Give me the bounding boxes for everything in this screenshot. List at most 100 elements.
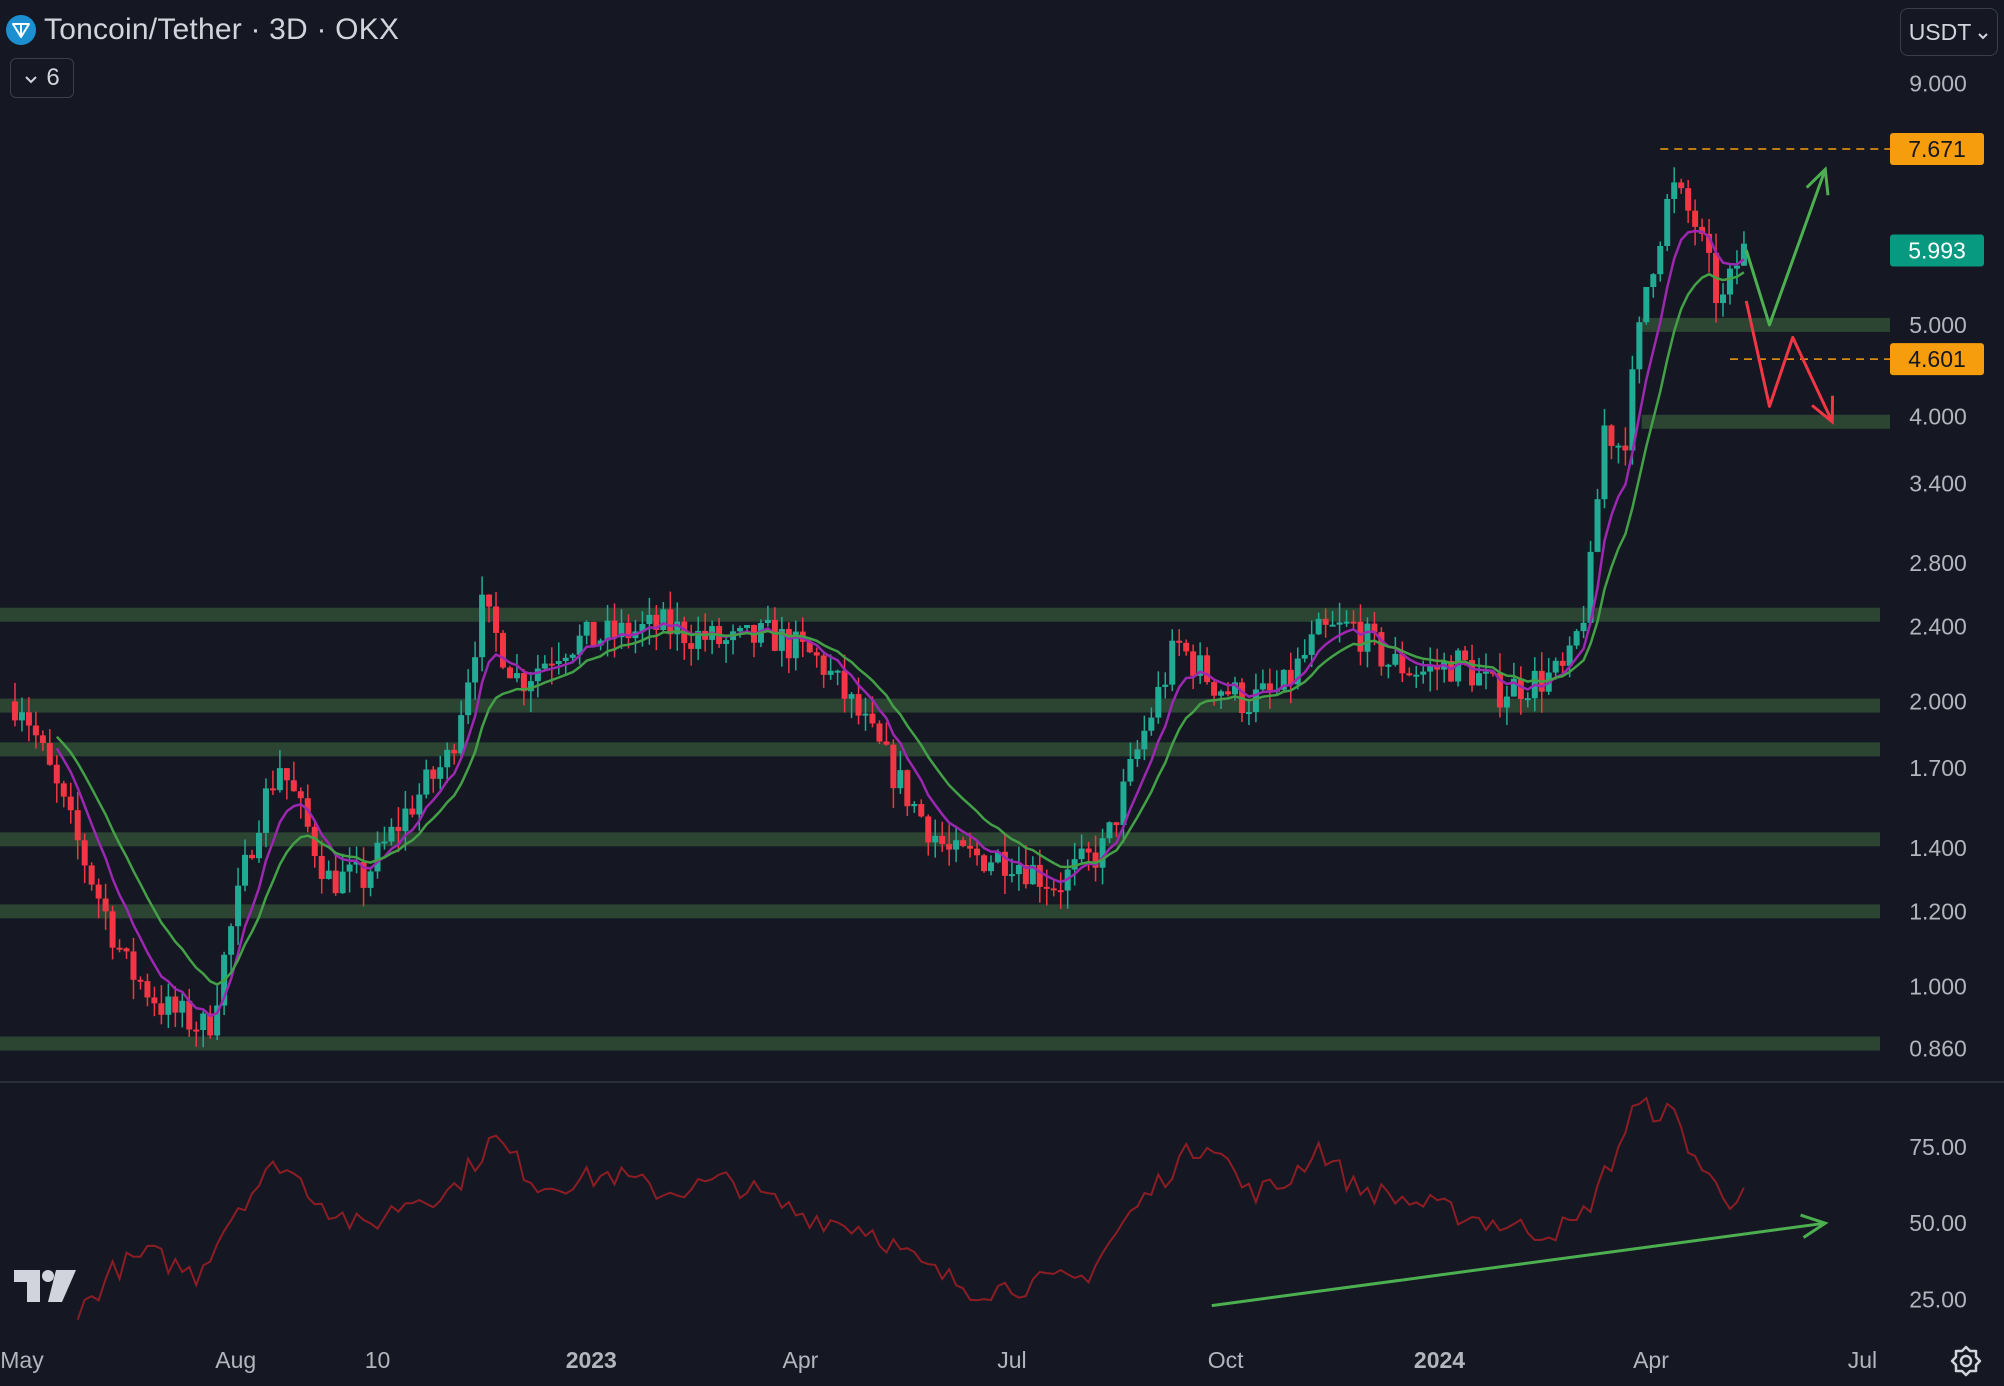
candle-body xyxy=(562,657,569,662)
candle-body xyxy=(743,625,750,628)
candle-body xyxy=(116,947,123,950)
candle-body xyxy=(611,620,618,638)
candle-body xyxy=(646,614,653,625)
candle-body xyxy=(1190,651,1197,676)
candle-body xyxy=(1392,653,1399,665)
candle-body xyxy=(1399,653,1406,674)
candle-body xyxy=(520,673,527,692)
candle-body xyxy=(367,871,374,888)
candle-body xyxy=(53,764,60,784)
candle-body xyxy=(876,723,883,742)
scenario-arrows xyxy=(1744,166,1835,425)
candle-body xyxy=(897,770,904,789)
candle-body xyxy=(311,826,318,856)
candle-body xyxy=(764,619,771,624)
candle-body xyxy=(353,862,360,865)
candle-body xyxy=(262,788,269,833)
candle-body xyxy=(688,643,695,649)
candle-body xyxy=(960,840,967,846)
candle-body xyxy=(618,622,625,638)
candle-body xyxy=(144,981,151,998)
candle-body xyxy=(939,835,946,844)
candle-body xyxy=(953,840,960,850)
candle-body xyxy=(1259,683,1266,690)
price-tick-label: 2.400 xyxy=(1909,614,1967,640)
price-tick-label: 4.000 xyxy=(1909,404,1967,430)
symbol-title[interactable]: Toncoin/Tether · 3D · OKX xyxy=(44,13,400,46)
support-zone xyxy=(0,904,1880,919)
chevron-down-icon xyxy=(24,64,38,92)
candle-body xyxy=(499,632,506,668)
gear-icon[interactable] xyxy=(1948,1343,1984,1384)
candle-body xyxy=(1427,665,1434,672)
candle-body xyxy=(346,864,353,872)
candle-body xyxy=(235,885,242,927)
price-tick-label: 3.400 xyxy=(1909,470,1967,496)
candle-body xyxy=(597,640,604,646)
candle-body xyxy=(1601,425,1608,500)
candle-body xyxy=(137,979,144,982)
candle-body xyxy=(625,622,632,639)
candle-body xyxy=(1469,660,1476,686)
candle-body xyxy=(987,862,994,872)
candle-body xyxy=(325,870,332,879)
candle-body xyxy=(297,791,304,799)
price-tick-label: 5.000 xyxy=(1909,312,1967,338)
price-tick-label: 1.000 xyxy=(1909,973,1967,999)
candle-body xyxy=(74,810,81,841)
candle-body xyxy=(576,635,583,655)
candle-body xyxy=(360,862,367,888)
rsi-line xyxy=(76,1096,1745,1321)
candle-body xyxy=(771,619,778,651)
candle-body xyxy=(1197,655,1204,676)
candle-body xyxy=(1134,749,1141,759)
candle-body xyxy=(1378,632,1385,667)
candle-body xyxy=(451,749,458,754)
candle-body xyxy=(946,843,953,850)
tradingview-logo-icon[interactable] xyxy=(14,1270,76,1307)
candle-body xyxy=(967,845,974,849)
toncoin-logo-icon xyxy=(6,15,36,45)
candle-body xyxy=(465,682,472,716)
candle-body xyxy=(1141,730,1148,750)
price-tick-label: 2.000 xyxy=(1909,688,1967,714)
candle-body xyxy=(214,1005,221,1036)
candle-body xyxy=(548,663,555,666)
candle-body xyxy=(792,631,799,659)
candle-body xyxy=(423,769,430,795)
candle-body xyxy=(1127,758,1134,782)
candle-body xyxy=(200,1013,207,1031)
candle-body xyxy=(276,768,283,791)
candle-body xyxy=(60,783,67,797)
price-label-box xyxy=(1890,234,1984,267)
indicators-collapse-button[interactable]: 6 xyxy=(10,58,74,98)
support-zone xyxy=(0,742,1880,757)
time-tick-label: Apr xyxy=(1633,1347,1669,1373)
time-tick-label: Oct xyxy=(1208,1347,1244,1373)
candle-body xyxy=(430,769,437,779)
candle-body xyxy=(1733,265,1740,269)
candle-body xyxy=(339,871,346,894)
candle-body xyxy=(862,713,869,716)
candle-body xyxy=(95,884,102,899)
price-tick-label: 1.700 xyxy=(1909,755,1967,781)
candle-body xyxy=(32,725,39,736)
support-zone xyxy=(0,698,1880,713)
candle-body xyxy=(1636,322,1643,370)
currency-select[interactable]: USDT xyxy=(1900,8,1998,56)
candle-body xyxy=(1085,848,1092,853)
candle-body xyxy=(1183,642,1190,652)
candle-body xyxy=(1329,624,1336,627)
candle-body xyxy=(653,614,660,631)
candle-body xyxy=(123,948,130,952)
candle-body xyxy=(1308,634,1315,655)
candle-body xyxy=(1266,683,1273,691)
candle-body xyxy=(1022,864,1029,885)
price-labels: 7.671 5.993 4.601 xyxy=(1890,133,1984,376)
candle-body xyxy=(1322,618,1329,625)
candle-body xyxy=(1162,684,1169,687)
candle-body xyxy=(1420,671,1427,675)
candle-body xyxy=(890,744,897,789)
candle-body xyxy=(395,826,402,832)
